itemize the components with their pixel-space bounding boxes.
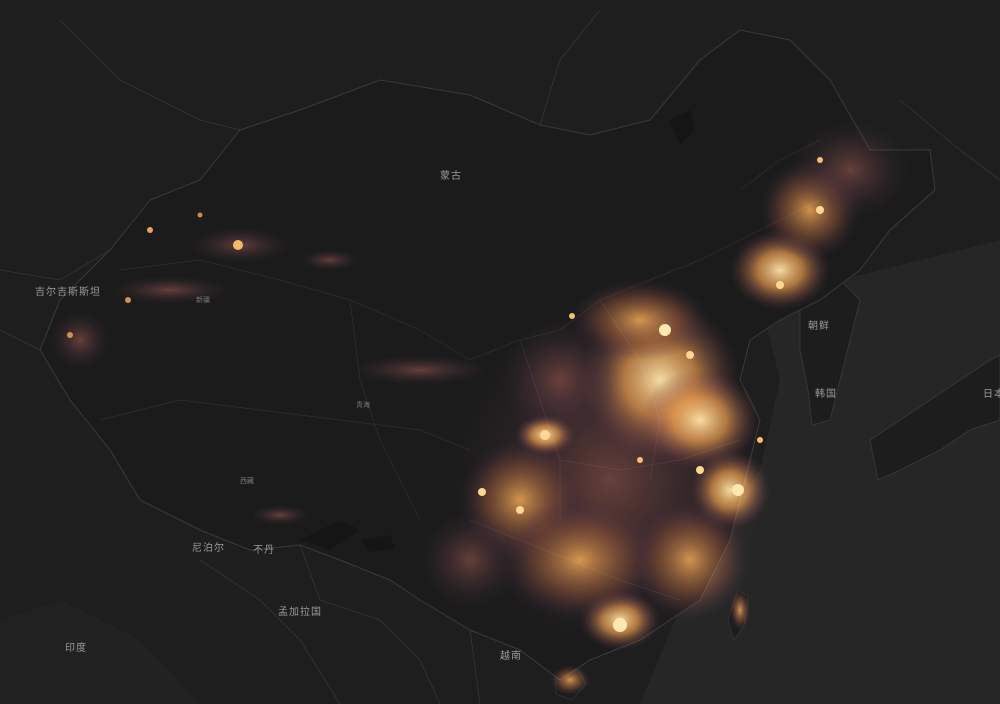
western-lights [50,212,490,525]
label-kyrgyzstan: 吉尔吉斯斯坦 [35,287,101,298]
japan-land [869,354,1000,481]
label-xinjiang: 新疆 [196,296,210,304]
sea-area [0,600,200,704]
label-tibet: 西藏 [240,477,254,485]
korean-peninsula [799,279,861,426]
night-lights [420,120,910,695]
label-qinghai: 青海 [356,401,370,409]
label-south-korea: 韩国 [815,389,837,400]
label-nepal: 尼泊尔 [192,543,225,554]
city-cores [478,157,824,632]
label-india: 印度 [65,643,87,654]
country-borders [0,9,1000,704]
lakes [300,110,695,552]
label-mongolia: 蒙古 [440,171,462,182]
label-bangladesh: 孟加拉国 [278,607,322,618]
label-japan: 日本 [983,389,1000,400]
label-vietnam: 越南 [500,651,522,662]
label-bhutan: 不丹 [253,545,275,556]
label-north-korea: 朝鲜 [808,321,830,332]
